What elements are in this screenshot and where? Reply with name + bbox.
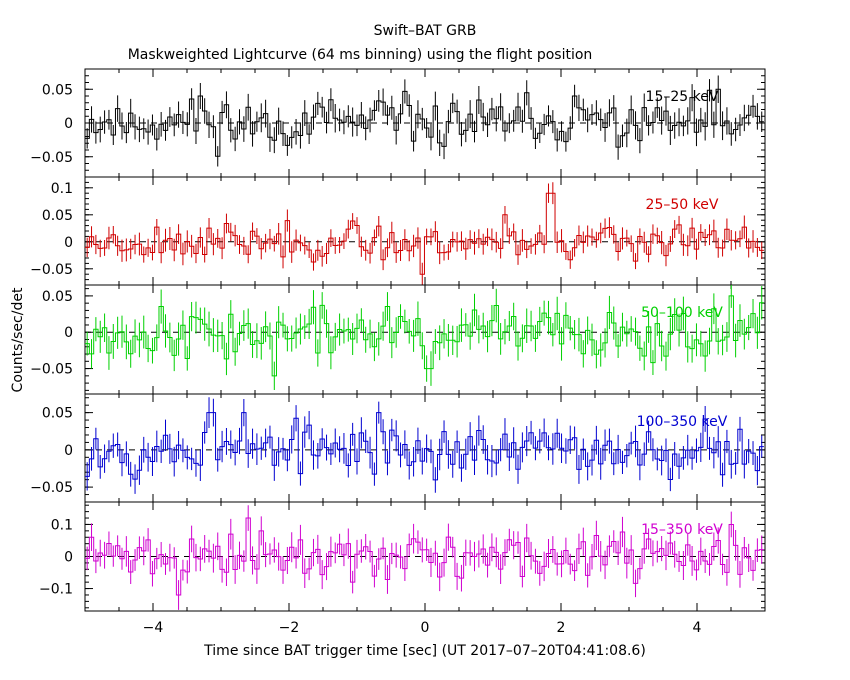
y-tick-label: −0.05 xyxy=(30,480,73,496)
y-tick-label: −0.05 xyxy=(30,150,73,166)
lightcurve-series xyxy=(85,517,764,596)
y-tick-label: 0.1 xyxy=(51,181,73,197)
x-axis-label: Time since BAT trigger time [sec] (UT 20… xyxy=(203,643,646,659)
y-tick-label: 0 xyxy=(64,325,73,341)
band-label: 15–25 keV xyxy=(646,89,719,105)
lightcurve-series xyxy=(85,295,764,377)
lightcurve-series xyxy=(85,412,764,481)
y-tick-label: 0 xyxy=(64,443,73,459)
x-tick-label: −4 xyxy=(143,620,164,636)
panel-frame xyxy=(84,284,766,395)
y-tick-label: 0.1 xyxy=(51,517,73,533)
x-tick-label: 4 xyxy=(693,620,702,636)
panel-25-50-kev: −0.05 0 0.05 0.1 25–50 keV xyxy=(30,176,766,286)
x-tick-label: −2 xyxy=(279,620,300,636)
x-tick-label: 0 xyxy=(421,620,430,636)
panel-100-350-kev: −0.05 0 0.05 100–350 keV xyxy=(30,393,766,503)
y-tick-label: 0.05 xyxy=(42,406,73,422)
error-bars xyxy=(86,505,763,610)
lightcurve-series xyxy=(85,88,764,157)
y-tick-label: −0.1 xyxy=(39,582,73,598)
chart-subtitle: Maskweighted Lightcurve (64 ms binning) … xyxy=(128,47,593,63)
band-label: 100–350 keV xyxy=(637,414,728,430)
band-label: 15–350 keV xyxy=(641,522,723,538)
band-label: 50–100 keV xyxy=(641,305,723,321)
y-tick-label: −0.05 xyxy=(30,262,73,278)
y-tick-label: 0 xyxy=(64,116,73,132)
y-tick-label: 0.05 xyxy=(42,82,73,98)
chart-title: Swift–BAT GRB xyxy=(374,23,477,39)
y-tick-label: −0.05 xyxy=(30,362,73,378)
band-label: 25–50 keV xyxy=(646,197,719,213)
y-tick-label: 0 xyxy=(64,235,73,251)
x-tick-label: 2 xyxy=(557,620,566,636)
error-bars xyxy=(86,397,763,494)
error-bars xyxy=(86,285,763,391)
y-tick-label: 0.05 xyxy=(42,289,73,305)
y-axis-label: Counts/sec/det xyxy=(10,287,26,392)
panel-15-25-kev: −0.05 0 0.05 15–25 keV xyxy=(30,68,766,178)
panel-15-350-kev: −0.1 0 0.1 15–350 keV xyxy=(39,501,766,612)
y-tick-label: 0 xyxy=(64,550,73,566)
lightcurve-series xyxy=(85,192,764,275)
y-tick-label: 0.05 xyxy=(42,208,73,224)
panel-50-100-kev: −0.05 0 0.05 50–100 keV xyxy=(30,284,766,395)
panels-group: −0.05 0 0.05 15–25 keV −0.05 0 0.05 0.1 25–50 ke… xyxy=(30,68,766,636)
